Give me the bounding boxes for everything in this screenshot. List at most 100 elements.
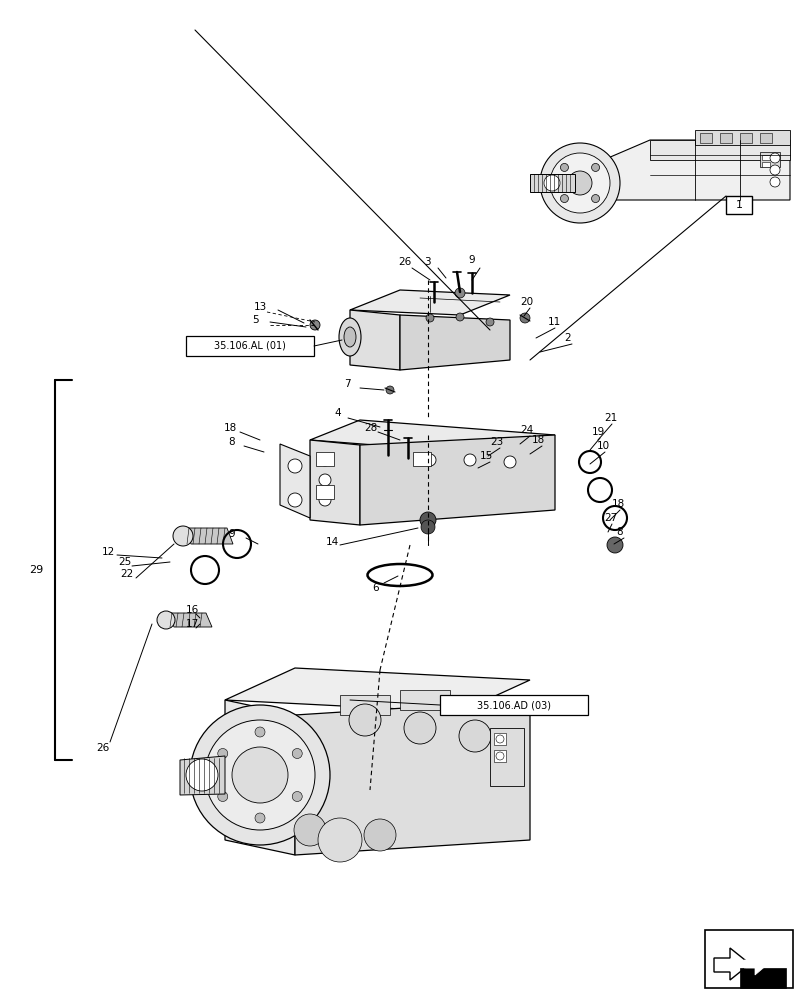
Text: 27: 27 [604, 513, 617, 523]
Polygon shape [225, 668, 530, 712]
Text: 8: 8 [616, 527, 623, 537]
Circle shape [349, 704, 381, 736]
Text: 24: 24 [520, 425, 533, 435]
Polygon shape [580, 140, 790, 200]
Circle shape [186, 759, 218, 791]
Circle shape [486, 318, 494, 326]
Circle shape [420, 512, 436, 528]
Circle shape [455, 288, 465, 298]
Bar [494, 750, 506, 762]
Circle shape [550, 153, 610, 213]
Bar [705, 930, 793, 988]
Circle shape [591, 163, 600, 171]
Ellipse shape [344, 327, 356, 347]
Circle shape [568, 171, 592, 195]
Text: 1: 1 [735, 200, 743, 210]
Text: 29: 29 [29, 565, 43, 575]
Text: 6: 6 [372, 583, 379, 593]
Circle shape [173, 526, 193, 546]
Text: 18: 18 [532, 435, 545, 445]
Text: 25: 25 [118, 557, 131, 567]
Ellipse shape [339, 318, 361, 356]
Polygon shape [280, 444, 310, 518]
Text: 20: 20 [520, 297, 533, 307]
Polygon shape [295, 700, 530, 855]
Bar [762, 155, 770, 160]
Text: 12: 12 [102, 547, 116, 557]
Bar [490, 728, 524, 786]
Bar [740, 968, 786, 988]
Circle shape [319, 494, 331, 506]
Polygon shape [350, 310, 400, 370]
Circle shape [456, 313, 464, 321]
Circle shape [294, 814, 326, 846]
Text: 14: 14 [326, 537, 339, 547]
Text: 19: 19 [592, 427, 605, 437]
Circle shape [157, 611, 175, 629]
Text: 8: 8 [228, 437, 234, 447]
Circle shape [770, 177, 780, 187]
Text: 15: 15 [480, 451, 493, 461]
Text: 3: 3 [424, 257, 431, 267]
Text: 21: 21 [604, 413, 617, 423]
Bar [186, 336, 314, 356]
Circle shape [310, 320, 320, 330]
Circle shape [426, 314, 434, 322]
Text: 9: 9 [468, 255, 474, 265]
Circle shape [464, 454, 476, 466]
Circle shape [319, 454, 331, 466]
Circle shape [190, 705, 330, 845]
Polygon shape [530, 174, 575, 192]
Circle shape [255, 727, 265, 737]
Bar [316, 452, 334, 466]
Bar [720, 133, 732, 143]
Circle shape [496, 735, 504, 743]
Bar [340, 695, 390, 715]
Polygon shape [360, 435, 555, 525]
Polygon shape [310, 440, 360, 525]
Bar [740, 133, 752, 143]
Circle shape [561, 195, 569, 203]
Circle shape [561, 163, 569, 171]
Circle shape [386, 386, 394, 394]
Text: 13: 13 [254, 302, 267, 312]
Circle shape [424, 454, 436, 466]
Circle shape [459, 720, 491, 752]
Circle shape [496, 752, 504, 760]
Polygon shape [310, 420, 555, 455]
Text: 9: 9 [228, 529, 234, 539]
Text: 2: 2 [564, 333, 570, 343]
Circle shape [292, 748, 302, 758]
Bar [700, 133, 712, 143]
Circle shape [288, 459, 302, 473]
Text: 18: 18 [224, 423, 238, 433]
Text: 7: 7 [344, 379, 351, 389]
Circle shape [319, 474, 331, 486]
Bar [316, 485, 334, 499]
Text: 10: 10 [597, 441, 610, 451]
Text: 22: 22 [120, 569, 133, 579]
Text: 16: 16 [186, 605, 200, 615]
Bar [762, 162, 770, 167]
Text: 11: 11 [548, 317, 562, 327]
Polygon shape [650, 140, 790, 160]
Text: 28: 28 [364, 423, 377, 433]
Bar [413, 452, 431, 466]
Bar [760, 152, 780, 167]
Text: 18: 18 [612, 499, 625, 509]
Text: 35.106.AD (03): 35.106.AD (03) [477, 700, 551, 710]
Circle shape [404, 712, 436, 744]
Bar [726, 196, 752, 214]
Circle shape [292, 792, 302, 802]
Circle shape [232, 747, 288, 803]
Bar [760, 133, 772, 143]
Polygon shape [180, 756, 225, 795]
Bar [494, 733, 506, 745]
Circle shape [770, 153, 780, 163]
Polygon shape [168, 613, 212, 627]
Circle shape [205, 720, 315, 830]
Polygon shape [400, 315, 510, 370]
Text: 5: 5 [252, 315, 259, 325]
Text: 26: 26 [96, 743, 109, 753]
Text: 17: 17 [186, 619, 200, 629]
